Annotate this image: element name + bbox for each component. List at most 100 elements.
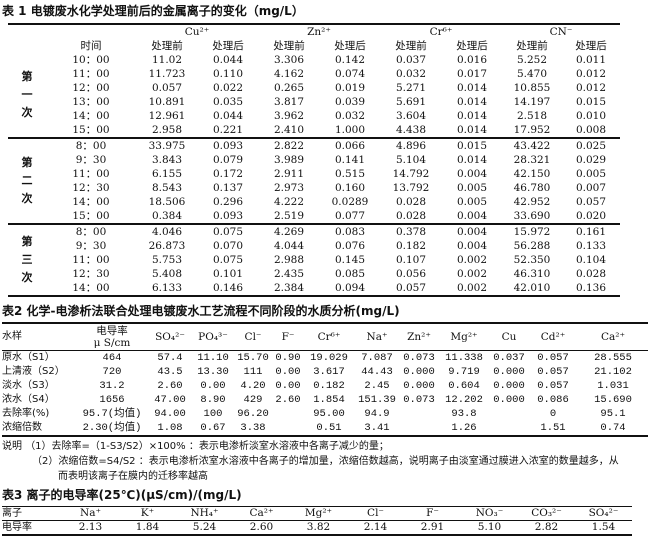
table-row: 14：00 12.961 0.044 3.962 0.032 3.604 0.014 2.51…: [8, 109, 620, 123]
table-row: 15：00 2.958 0.221 2.410 1.000 4.438 0.014 17.95…: [8, 123, 620, 138]
value-cell: 0.032: [334, 110, 366, 122]
time-cell: 8：00: [46, 223, 136, 239]
value-cell: 33.690: [513, 210, 551, 222]
value-cell: 2.60: [157, 380, 183, 392]
value-cell: 0.004: [456, 240, 488, 252]
value-cell: 1.54: [591, 521, 616, 533]
column-header: Cr⁶⁺: [304, 323, 354, 351]
value-cell: 0.057: [537, 352, 569, 364]
value-cell: 8.543: [151, 182, 183, 194]
column-header: 水样: [2, 323, 76, 351]
value-cell: 0.075: [212, 254, 244, 266]
value-cell: 0.002: [456, 282, 488, 294]
time-cell: 15：00: [72, 210, 110, 222]
value-cell: 15.690: [594, 394, 632, 406]
before-header: 处理前: [516, 40, 548, 52]
value-cell: 0.022: [212, 82, 244, 94]
value-cell: 0.000: [403, 380, 435, 392]
value-cell: 7.087: [361, 352, 393, 364]
time-cell: 11：00: [72, 168, 110, 180]
value-cell: 52.350: [513, 254, 551, 266]
value-cell: 0.079: [212, 154, 244, 166]
value-cell: 15.70: [237, 352, 269, 364]
value-cell: NO₃⁻: [461, 506, 518, 521]
value-cell: 2.14: [363, 521, 388, 533]
value-cell: 95.7(均值): [82, 408, 142, 420]
time-cell: 9：30: [75, 154, 107, 166]
value-cell: 0.074: [334, 68, 366, 80]
value-cell: 2.45: [364, 380, 390, 392]
value-cell: 3.962: [273, 110, 305, 122]
value-cell: 0.104: [575, 254, 607, 266]
value-cell: 0.101: [212, 268, 244, 280]
value-cell: 3.989: [273, 154, 305, 166]
value-cell: K⁺: [119, 506, 176, 521]
value-cell: 0.017: [456, 68, 488, 80]
column-header: Ca²⁺: [578, 323, 648, 351]
table-row: 12：30 8.543 0.137 2.973 0.160 13.792 0.005 46.7…: [8, 181, 620, 195]
value-cell: 0.004: [456, 168, 488, 180]
value-cell: 3.617: [313, 366, 345, 378]
before-header: 处理前: [273, 40, 305, 52]
value-cell: 0.039: [334, 96, 366, 108]
value-cell: 0.075: [198, 223, 258, 239]
value-cell: 0.094: [334, 282, 366, 294]
value-cell: 0: [549, 408, 557, 420]
value-cell: 5.104: [395, 154, 427, 166]
value-cell: 0.90: [275, 352, 301, 364]
table-row: 9：30 3.843 0.079 3.989 0.141 5.104 0.014 28.321…: [8, 153, 620, 167]
value-cell: 43.422: [502, 137, 562, 153]
value-cell: 0.070: [212, 240, 244, 252]
row-label: 上清液（S2）: [2, 366, 65, 377]
value-cell: 31.2: [99, 380, 125, 392]
time-cell: 13：00: [72, 96, 110, 108]
value-cell: 0.016: [456, 54, 488, 66]
value-cell: 1.854: [313, 394, 345, 406]
table-row: 14：00 6.133 0.146 2.384 0.094 0.057 0.002 42.01…: [8, 281, 620, 296]
value-cell: 0.028: [395, 196, 427, 208]
value-cell: 26.873: [148, 240, 186, 252]
value-cell: 5.10: [477, 521, 502, 533]
value-cell: 0.110: [212, 68, 244, 80]
value-cell: 2.958: [151, 124, 183, 136]
value-cell: 0.384: [151, 210, 183, 222]
value-cell: 0.378: [380, 223, 442, 239]
value-cell: 0.028: [575, 268, 607, 280]
value-cell: [400, 421, 438, 436]
table-row: 浓水（S4） 1656 47.00 8.90 429 2.60 1.854 151.39 0.0…: [2, 393, 648, 407]
group-label: 第一次: [21, 70, 33, 119]
value-cell: 2.822: [258, 137, 320, 153]
after-header: 处理后: [334, 40, 366, 52]
value-cell: 1.031: [597, 380, 629, 392]
value-cell: 0.74: [600, 422, 626, 434]
value-cell: 28.555: [594, 352, 632, 364]
value-cell: 94.9: [364, 408, 390, 420]
row-label: 原水（S1）: [2, 352, 55, 363]
value-cell: 2.973: [273, 182, 305, 194]
time-cell: 8：00: [46, 137, 136, 153]
value-cell: 95.1: [600, 408, 626, 420]
value-cell: 0.015: [575, 96, 607, 108]
value-cell: 4.046: [136, 223, 198, 239]
table-row: 第一次 10：00 11.02 0.044 3.306 0.142 0.037 0.016 5.…: [8, 53, 620, 119]
table1-sub-header: 时间 处理前 处理后 处理前 处理后 处理前 处理后 处理前 处理后: [8, 39, 620, 53]
value-cell: 0.057: [395, 282, 427, 294]
value-cell: 2.435: [273, 268, 305, 280]
column-header: Cu: [490, 323, 528, 351]
note-2-continued: 而表明该离子在膜内的迁移率越高: [58, 471, 208, 482]
value-cell: 0.000: [403, 366, 435, 378]
value-cell: 6.133: [151, 282, 183, 294]
value-cell: SO₄²⁻: [575, 506, 632, 521]
value-cell: 0.107: [395, 254, 427, 266]
value-cell: 10.891: [148, 96, 186, 108]
value-cell: 0.265: [273, 82, 305, 94]
table-row: 上清液（S2） 720 43.5 13.30 111 0.00 3.617 44.43 0.00…: [2, 365, 648, 379]
notes-label: 说明: [2, 441, 22, 452]
value-cell: 0.182: [313, 380, 345, 392]
value-cell: 0.083: [320, 223, 380, 239]
value-cell: 19.029: [310, 352, 348, 364]
time-cell: 14：00: [72, 196, 110, 208]
value-cell: 0.014: [456, 96, 488, 108]
value-cell: 0.057: [151, 82, 183, 94]
value-cell: 0.086: [537, 394, 569, 406]
